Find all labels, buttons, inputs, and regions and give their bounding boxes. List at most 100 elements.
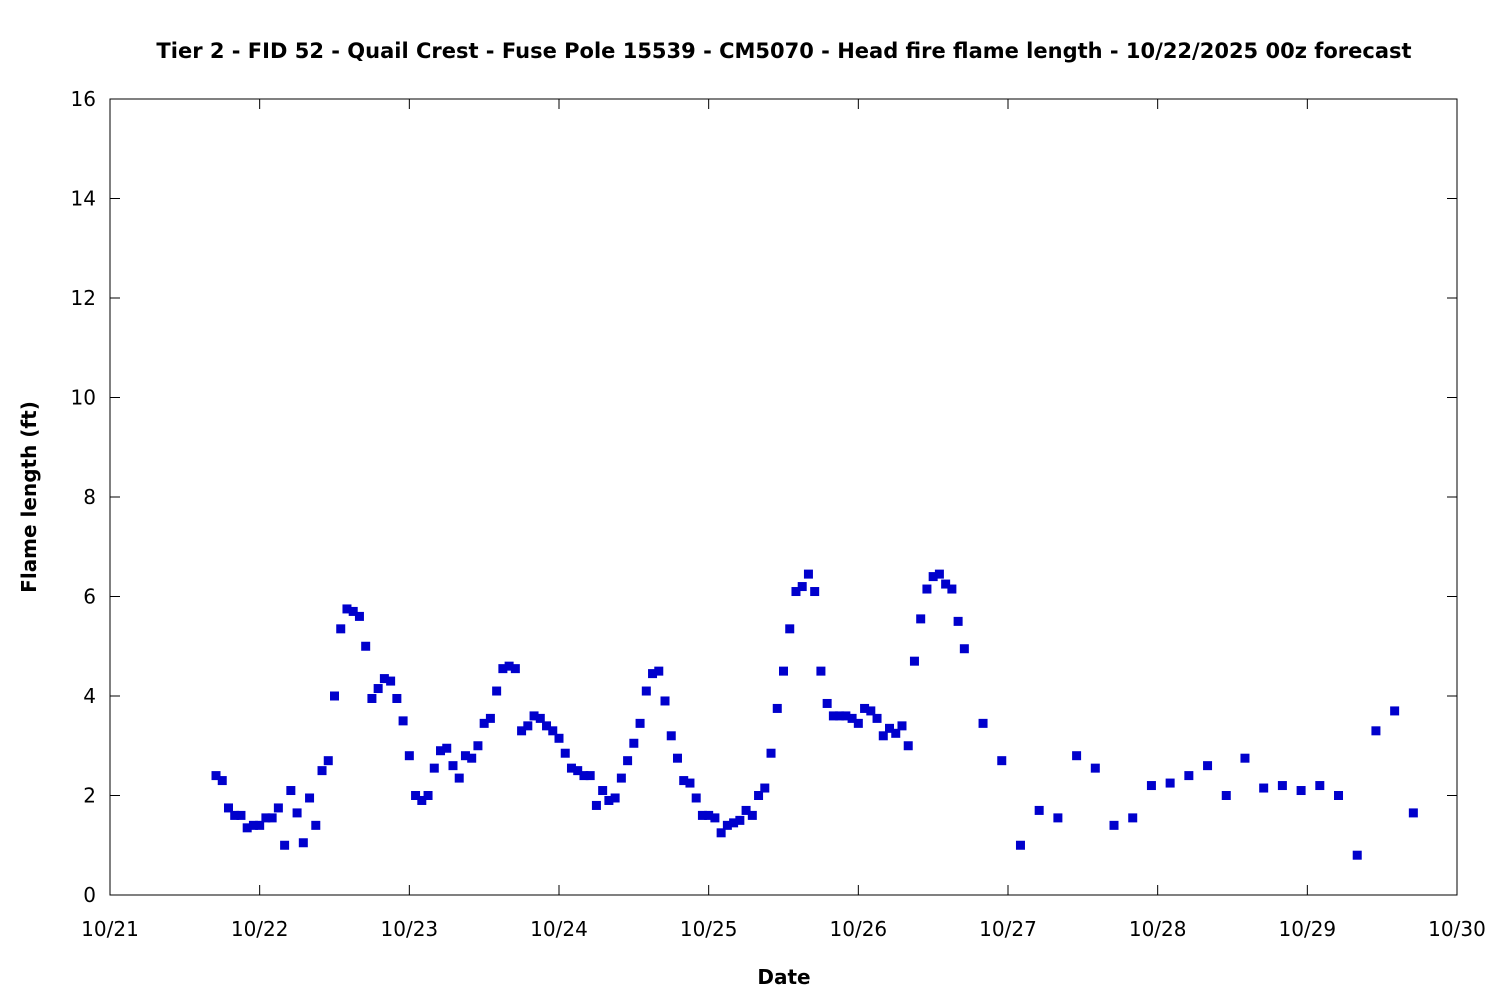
data-point: [860, 703, 870, 713]
data-point: [342, 604, 352, 614]
y-tick-label: 4: [83, 684, 96, 708]
data-point: [436, 746, 446, 756]
y-tick-label: 6: [83, 585, 96, 609]
data-point: [616, 773, 626, 783]
data-point: [803, 569, 813, 579]
x-tick-label: 10/24: [530, 917, 588, 941]
data-point: [398, 716, 408, 726]
data-point: [223, 803, 233, 813]
data-point: [953, 616, 963, 626]
data-point: [741, 805, 751, 815]
data-point: [1128, 813, 1138, 823]
data-point: [903, 741, 913, 751]
x-tick-label: 10/29: [1279, 917, 1337, 941]
data-point: [841, 711, 851, 721]
data-point: [797, 582, 807, 592]
data-point: [978, 718, 988, 728]
y-axis: 0 2 4 6 8 10 12 14 16: [71, 87, 1457, 907]
data-point: [591, 800, 601, 810]
data-point: [722, 820, 732, 830]
data-point: [648, 669, 658, 679]
data-point: [454, 773, 464, 783]
data-point: [361, 641, 371, 651]
data-point: [685, 778, 695, 788]
data-point: [248, 820, 258, 830]
y-tick-label: 2: [83, 784, 96, 808]
data-point: [336, 624, 346, 634]
data-point: [261, 813, 271, 823]
data-points: [211, 569, 1418, 860]
data-point: [997, 756, 1007, 766]
y-tick-label: 0: [83, 883, 96, 907]
data-point: [1390, 706, 1400, 716]
data-point: [236, 810, 246, 820]
data-point: [548, 726, 558, 736]
data-point: [598, 786, 608, 796]
data-point: [1053, 813, 1063, 823]
data-point: [635, 718, 645, 728]
data-point: [947, 584, 957, 594]
data-point: [1259, 783, 1269, 793]
data-point: [629, 738, 639, 748]
data-point: [922, 584, 932, 594]
data-point: [1240, 753, 1250, 763]
x-tick-label: 10/28: [1129, 917, 1187, 941]
data-point: [816, 666, 826, 676]
data-point: [1072, 751, 1082, 761]
y-axis-label: Flame length (ft): [17, 401, 41, 593]
data-point: [504, 661, 514, 671]
data-point: [348, 606, 358, 616]
data-point: [641, 686, 651, 696]
data-point: [1090, 763, 1100, 773]
data-point: [785, 624, 795, 634]
data-point: [891, 728, 901, 738]
data-point: [429, 763, 439, 773]
data-point: [423, 791, 433, 800]
data-point: [1371, 726, 1381, 736]
data-point: [928, 572, 938, 582]
x-tick-label: 10/22: [231, 917, 289, 941]
data-point: [716, 828, 726, 838]
data-point: [853, 718, 863, 728]
y-tick-label: 12: [71, 286, 96, 310]
data-point: [878, 731, 888, 741]
plot-area: [109, 98, 1458, 896]
data-point: [411, 791, 421, 800]
data-point: [1334, 791, 1344, 800]
data-point: [747, 810, 757, 820]
data-point: [1034, 805, 1044, 815]
data-point: [386, 676, 396, 686]
data-point: [660, 696, 670, 706]
x-tick-label: 10/25: [680, 917, 738, 941]
data-point: [485, 713, 495, 723]
data-point: [523, 721, 533, 731]
data-point: [535, 713, 545, 723]
data-point: [1277, 781, 1287, 791]
data-point: [710, 813, 720, 823]
data-point: [280, 840, 290, 850]
data-point: [292, 808, 302, 818]
data-point: [211, 771, 221, 781]
data-point: [498, 664, 508, 674]
data-point: [554, 733, 564, 743]
data-point: [610, 793, 620, 803]
data-point: [735, 815, 745, 825]
data-point: [448, 761, 458, 771]
data-point: [1203, 761, 1213, 771]
data-point: [766, 748, 776, 758]
data-point: [916, 614, 926, 624]
data-point: [866, 706, 876, 716]
data-point: [323, 756, 333, 766]
data-point: [560, 748, 570, 758]
x-tick-label: 10/30: [1428, 917, 1486, 941]
data-point: [754, 791, 764, 800]
data-point: [542, 721, 552, 731]
chart-title: Tier 2 - FID 52 - Quail Crest - Fuse Pol…: [156, 39, 1411, 63]
data-point: [909, 656, 919, 666]
data-point: [1184, 771, 1194, 781]
data-point: [492, 686, 502, 696]
data-point: [330, 691, 339, 701]
data-point: [1146, 781, 1156, 791]
data-point: [1296, 786, 1306, 796]
